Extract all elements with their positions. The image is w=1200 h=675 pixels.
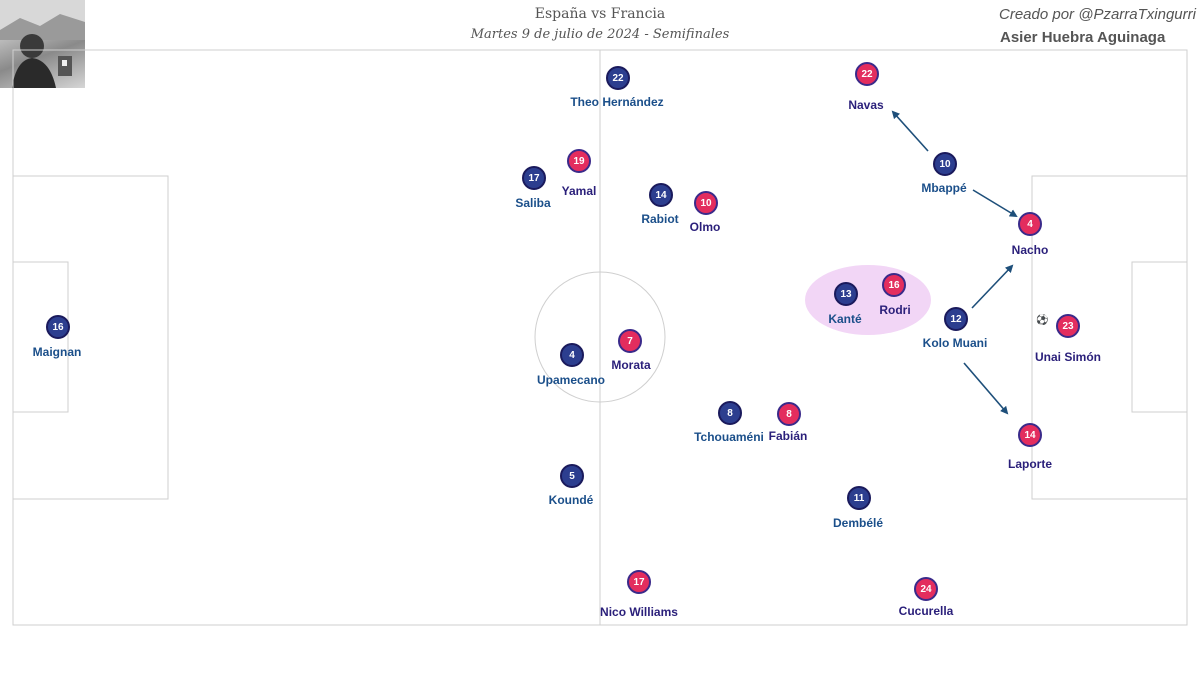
arrow-kolomuani-to-nacho — [971, 264, 1014, 309]
player-name-rabiot: Rabiot — [641, 212, 679, 226]
player-marker-theo-hernandez: 22 — [606, 66, 630, 90]
arrow-mbappe-to-nacho — [972, 189, 1018, 218]
credit-text: Creado por @PzarraTxingurri — [999, 6, 1196, 23]
arrow-kolomuani-to-laporte — [963, 362, 1009, 415]
player-marker-cucurella: 24 — [914, 577, 938, 601]
player-name-morata: Morata — [611, 358, 651, 372]
player-marker-maignan: 16 — [46, 315, 70, 339]
player-name-fabian: Fabián — [768, 429, 808, 443]
player-name-kounde: Koundé — [548, 493, 594, 507]
player-name-yamal: Yamal — [561, 184, 597, 198]
player-marker-nico-williams: 17 — [627, 570, 651, 594]
player-name-kolo-muani: Kolo Muani — [922, 336, 988, 350]
ball-icon: ⚽ — [1036, 315, 1049, 326]
player-name-maignan: Maignan — [32, 345, 82, 359]
highlight-ellipse — [805, 265, 931, 335]
right-goal-area — [1131, 261, 1188, 413]
player-name-laporte: Laporte — [1007, 457, 1053, 471]
player-marker-navas: 22 — [855, 62, 879, 86]
player-name-tchouameni: Tchouaméni — [694, 430, 764, 444]
player-marker-yamal: 19 — [567, 149, 591, 173]
player-marker-kolo-muani: 12 — [944, 307, 968, 331]
player-marker-tchouameni: 8 — [718, 401, 742, 425]
player-name-unai-simon: Unai Simón — [1034, 350, 1102, 364]
center-circle — [534, 271, 666, 403]
left-penalty-area — [12, 175, 169, 500]
player-name-nacho: Nacho — [1011, 243, 1049, 257]
player-name-navas: Navas — [848, 98, 884, 112]
player-marker-laporte: 14 — [1018, 423, 1042, 447]
player-name-dembele: Dembélé — [832, 516, 884, 530]
player-marker-unai-simon: 23 — [1056, 314, 1080, 338]
arrow-mbappe-to-navas — [891, 110, 929, 152]
player-marker-upamecano: 4 — [560, 343, 584, 367]
player-name-saliba: Saliba — [515, 196, 551, 210]
player-name-mbappe: Mbappé — [921, 181, 967, 195]
player-name-theo-hernandez: Theo Hernández — [570, 95, 664, 109]
page-subtitle: Martes 9 de julio de 2024 - Semifinales — [470, 27, 730, 42]
player-marker-saliba: 17 — [522, 166, 546, 190]
author-name: Asier Huebra Aguinaga — [1000, 29, 1166, 46]
player-name-cucurella: Cucurella — [898, 604, 954, 618]
player-marker-nacho: 4 — [1018, 212, 1042, 236]
player-name-kante: Kanté — [828, 312, 862, 326]
player-marker-rodri: 16 — [882, 273, 906, 297]
left-goal-area — [12, 261, 69, 413]
player-marker-mbappe: 10 — [933, 152, 957, 176]
player-name-rodri: Rodri — [879, 303, 911, 317]
player-marker-fabian: 8 — [777, 402, 801, 426]
player-marker-dembele: 11 — [847, 486, 871, 510]
player-marker-kounde: 5 — [560, 464, 584, 488]
player-marker-morata: 7 — [618, 329, 642, 353]
player-name-upamecano: Upamecano — [536, 373, 606, 387]
page-title: España vs Francia — [534, 6, 666, 22]
player-marker-rabiot: 14 — [649, 183, 673, 207]
player-marker-olmo: 10 — [694, 191, 718, 215]
player-name-olmo: Olmo — [689, 220, 721, 234]
right-penalty-area — [1031, 175, 1188, 500]
author-photo — [0, 0, 85, 88]
player-name-nico-williams: Nico Williams — [600, 605, 678, 619]
player-marker-kante: 13 — [834, 282, 858, 306]
